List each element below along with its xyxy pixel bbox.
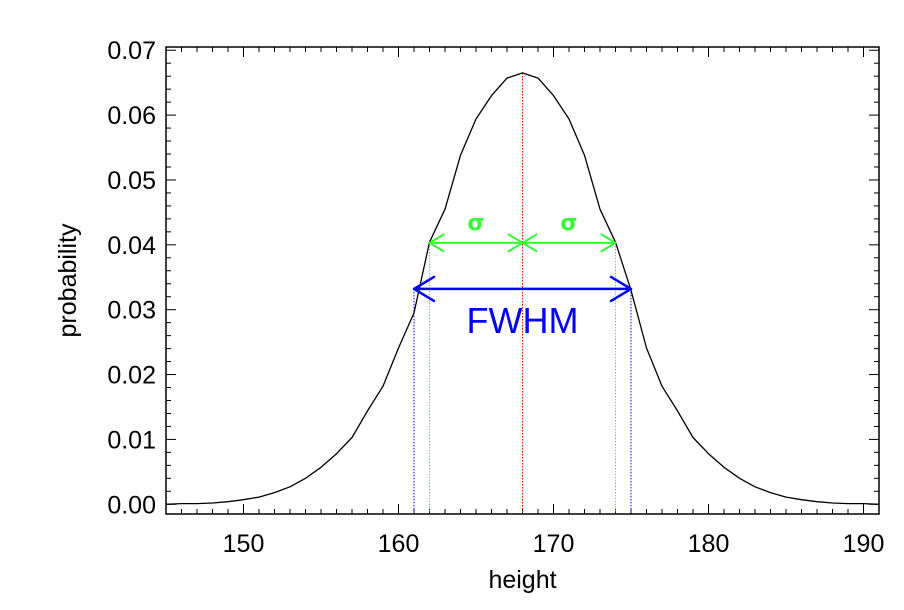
plot-frame bbox=[165, 46, 880, 515]
guide-lines bbox=[413, 72, 632, 514]
sigma-arrow-left bbox=[428, 233, 524, 253]
sigma-right-label: σ bbox=[560, 211, 577, 236]
y-tick-label: 0.06 bbox=[107, 102, 156, 130]
y-tick-label: 0.00 bbox=[107, 491, 156, 519]
arrow-layer bbox=[412, 233, 633, 303]
y-tick-label: 0.07 bbox=[107, 37, 156, 65]
x-tick-label: 160 bbox=[378, 530, 420, 558]
y-tick-label: 0.01 bbox=[107, 426, 156, 454]
sigma-arrow-right bbox=[521, 233, 617, 253]
fwhm-label: FWHM bbox=[467, 300, 579, 341]
tick-labels: 150 160 170 180 190 0.00 0.01 0.02 0.03 0.04 0.05 0… bbox=[107, 37, 884, 558]
y-tick-label: 0.02 bbox=[107, 362, 156, 390]
y-tick-label: 0.03 bbox=[107, 297, 156, 325]
y-axis-title: probability bbox=[54, 223, 82, 337]
sigma-arrow-left-head-left bbox=[428, 233, 445, 253]
x-tick-label: 170 bbox=[533, 530, 575, 558]
x-axis-title: height bbox=[488, 566, 556, 594]
axis-ticks bbox=[165, 47, 880, 514]
fwhm-arrow-head-right bbox=[609, 275, 633, 303]
fwhm-arrow bbox=[412, 275, 633, 303]
sigma-arrow-right-head-right bbox=[600, 233, 617, 253]
y-tick-label: 0.04 bbox=[107, 232, 156, 260]
sigma-arrow-right-head-left bbox=[521, 233, 538, 253]
curve-layer bbox=[165, 72, 880, 505]
y-tick-label: 0.05 bbox=[107, 167, 156, 195]
x-tick-label: 180 bbox=[688, 530, 730, 558]
x-tick-label: 150 bbox=[223, 530, 265, 558]
gaussian-curve bbox=[165, 72, 880, 505]
sigma-left-label: σ bbox=[467, 211, 484, 236]
fwhm-arrow-head-left bbox=[412, 275, 436, 303]
x-tick-label: 190 bbox=[843, 530, 885, 558]
